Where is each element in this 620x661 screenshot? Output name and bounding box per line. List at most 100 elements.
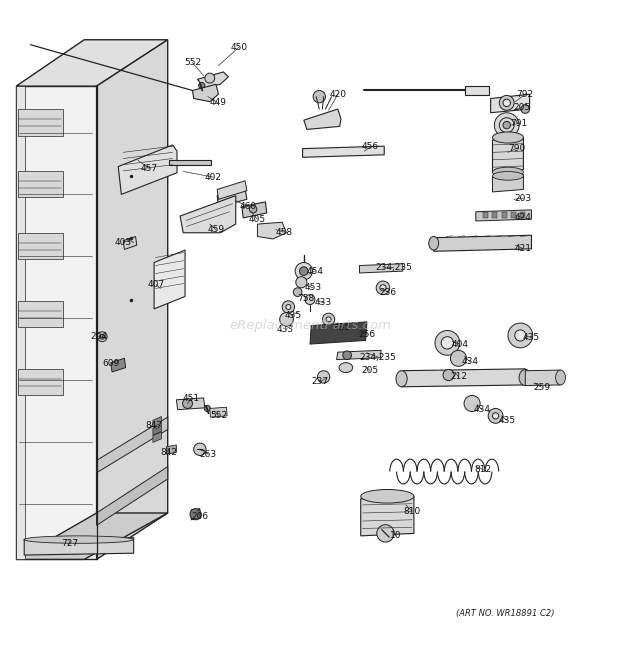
Polygon shape <box>97 417 168 473</box>
Circle shape <box>488 408 503 423</box>
Circle shape <box>305 295 315 305</box>
Polygon shape <box>153 416 162 427</box>
Polygon shape <box>97 40 168 559</box>
Circle shape <box>249 206 257 213</box>
Text: 433: 433 <box>277 325 294 334</box>
Text: 421: 421 <box>515 245 532 253</box>
Circle shape <box>492 412 498 419</box>
Text: 435: 435 <box>498 416 515 425</box>
Ellipse shape <box>492 167 523 177</box>
Ellipse shape <box>519 369 531 385</box>
Polygon shape <box>257 222 286 239</box>
Polygon shape <box>360 264 403 273</box>
Text: 847: 847 <box>146 421 162 430</box>
Circle shape <box>296 277 307 288</box>
Text: 790: 790 <box>508 143 526 153</box>
Polygon shape <box>197 72 228 88</box>
Circle shape <box>317 371 330 383</box>
Text: 205: 205 <box>361 366 379 375</box>
Text: 552: 552 <box>210 411 227 420</box>
Polygon shape <box>402 369 525 387</box>
Polygon shape <box>492 212 497 218</box>
Ellipse shape <box>429 237 439 250</box>
Text: 810: 810 <box>404 506 421 516</box>
Polygon shape <box>492 175 523 192</box>
Text: 403: 403 <box>115 238 131 247</box>
Polygon shape <box>502 212 507 218</box>
Ellipse shape <box>556 370 565 385</box>
Circle shape <box>441 336 453 349</box>
Polygon shape <box>492 137 523 172</box>
Polygon shape <box>16 86 97 559</box>
Circle shape <box>376 281 390 295</box>
Polygon shape <box>16 513 168 559</box>
Text: 435: 435 <box>523 333 540 342</box>
Circle shape <box>286 305 291 309</box>
Polygon shape <box>118 145 177 194</box>
Circle shape <box>193 443 206 455</box>
Text: 460: 460 <box>239 202 257 212</box>
Polygon shape <box>154 250 185 309</box>
Polygon shape <box>176 398 205 410</box>
Polygon shape <box>464 86 489 95</box>
Circle shape <box>450 350 466 366</box>
Text: 434: 434 <box>474 405 490 414</box>
Ellipse shape <box>339 363 353 373</box>
Polygon shape <box>434 235 531 251</box>
Text: 405: 405 <box>249 215 266 223</box>
Circle shape <box>494 113 519 137</box>
Circle shape <box>100 334 105 339</box>
Text: (ART NO. WR18891 C2): (ART NO. WR18891 C2) <box>456 609 554 618</box>
Ellipse shape <box>492 132 523 143</box>
Polygon shape <box>24 538 134 555</box>
Polygon shape <box>511 212 516 218</box>
Polygon shape <box>16 40 168 86</box>
Circle shape <box>326 317 331 322</box>
Text: 842: 842 <box>161 448 177 457</box>
Polygon shape <box>303 146 384 157</box>
Polygon shape <box>180 196 236 233</box>
Polygon shape <box>18 233 63 259</box>
Text: 435: 435 <box>284 311 301 319</box>
Circle shape <box>503 122 510 129</box>
Circle shape <box>521 104 529 114</box>
Circle shape <box>190 509 201 520</box>
Circle shape <box>313 91 326 103</box>
Polygon shape <box>16 86 25 559</box>
Circle shape <box>515 330 526 341</box>
Polygon shape <box>490 94 529 113</box>
Polygon shape <box>310 322 367 344</box>
Text: 404: 404 <box>451 340 468 348</box>
Polygon shape <box>520 212 525 218</box>
Text: 263: 263 <box>200 449 216 459</box>
Text: 424: 424 <box>515 214 532 222</box>
Circle shape <box>503 99 510 106</box>
Text: 203: 203 <box>515 194 532 203</box>
Polygon shape <box>304 109 341 130</box>
Circle shape <box>443 369 454 381</box>
Text: 420: 420 <box>329 90 347 98</box>
Text: 407: 407 <box>148 280 165 290</box>
Polygon shape <box>18 171 63 198</box>
Text: 206: 206 <box>192 512 208 521</box>
Text: 237: 237 <box>311 377 329 386</box>
Text: 433: 433 <box>315 298 332 307</box>
Text: 236: 236 <box>379 288 397 297</box>
Polygon shape <box>217 188 247 207</box>
Ellipse shape <box>361 490 414 503</box>
Text: 234,235: 234,235 <box>360 352 396 362</box>
Text: 454: 454 <box>306 266 324 276</box>
Circle shape <box>499 95 514 110</box>
Polygon shape <box>97 467 168 525</box>
Polygon shape <box>483 212 488 218</box>
Circle shape <box>280 313 293 326</box>
Circle shape <box>377 525 394 542</box>
Text: 727: 727 <box>61 539 79 549</box>
Polygon shape <box>123 237 137 249</box>
Polygon shape <box>153 432 162 442</box>
Circle shape <box>293 288 302 297</box>
Circle shape <box>464 395 480 412</box>
Polygon shape <box>191 509 200 520</box>
Text: 458: 458 <box>275 227 293 237</box>
Polygon shape <box>169 161 211 165</box>
